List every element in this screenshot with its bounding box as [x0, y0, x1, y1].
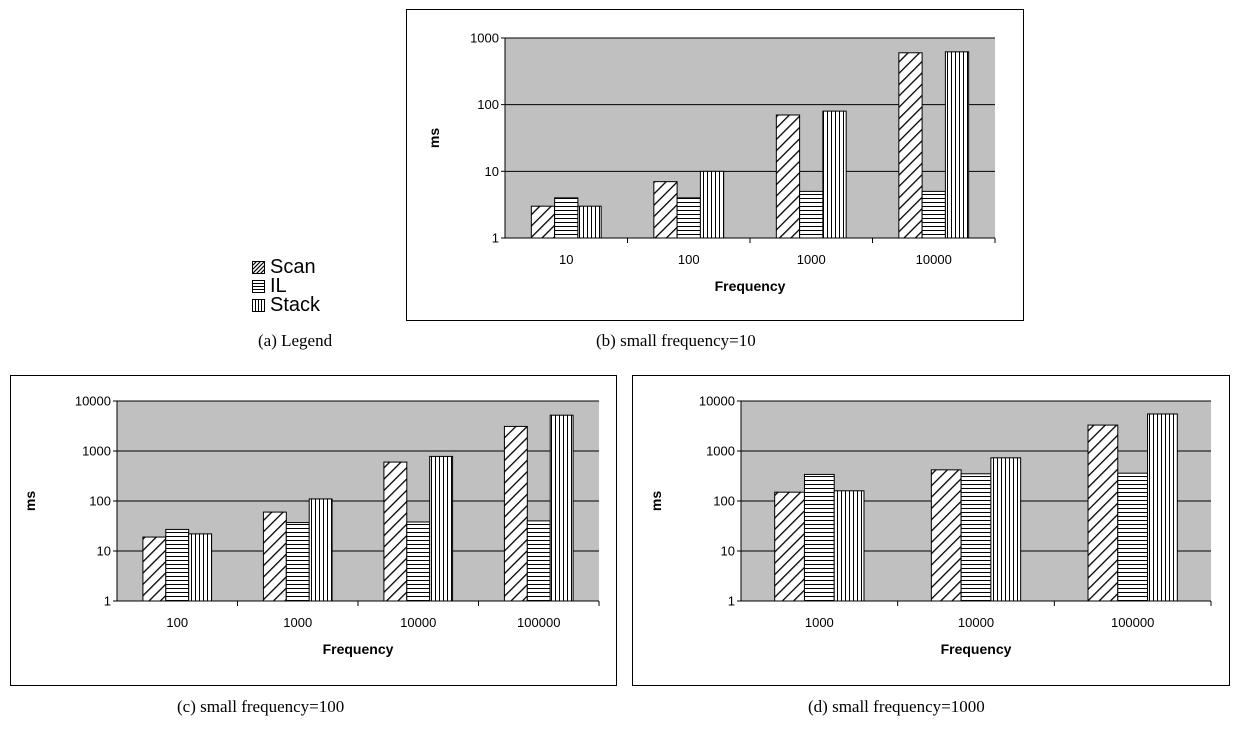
y-tick-label: 10	[485, 164, 499, 179]
bar-scan-1000	[775, 114, 801, 239]
vertical-pattern-swatch-icon	[252, 299, 265, 312]
legend-item-stack: Stack	[252, 294, 321, 316]
x-tick-label: 100	[166, 615, 188, 630]
bar-scan-10000	[383, 461, 408, 602]
bar-stack-1000	[822, 110, 847, 239]
bar-il-100000	[526, 520, 551, 602]
x-tick-label: 100000	[1111, 615, 1154, 630]
x-tick-label: 10000	[958, 615, 994, 630]
y-tick-label: 1	[104, 594, 111, 609]
bar-il-100000	[1117, 472, 1149, 602]
x-tick-label: 10000	[916, 252, 952, 267]
legend: Scan IL Stack	[252, 256, 321, 316]
y-tick-label: 100	[89, 494, 111, 509]
x-tick-label: 1000	[797, 252, 826, 267]
y-axis-title: ms	[426, 128, 442, 148]
bar-stack-10000	[990, 457, 1022, 602]
y-tick-label: 1000	[82, 444, 111, 459]
x-tick-label: 100000	[517, 615, 560, 630]
caption-d: (d) small frequency=1000	[808, 697, 985, 716]
y-axis-title: ms	[22, 491, 38, 511]
bar-stack-100	[188, 533, 213, 602]
bar-scan-10000	[898, 52, 923, 239]
bar-stack-10000	[944, 51, 970, 239]
x-tick-label: 10000	[400, 615, 436, 630]
chart-panel-b: 1 10 100 1000 10 100 1000 10000 Frequency ms	[406, 9, 1024, 321]
bar-scan-100000	[1087, 424, 1119, 602]
y-tick-label: 1	[492, 231, 499, 246]
legend-label-il: IL	[270, 275, 287, 297]
y-tick-label: 1000	[470, 31, 499, 46]
chart-panel-d: 1 10 100 1000 10000 1000 10000 100000 Frequency m…	[632, 375, 1230, 686]
diagonal-pattern-swatch-icon	[252, 261, 265, 274]
x-axis-title: Frequency	[941, 641, 1012, 657]
bar-il-10000	[921, 190, 946, 239]
y-tick-label: 10000	[75, 394, 111, 409]
caption-b: (b) small frequency=10	[596, 331, 756, 350]
bar-scan-10000	[930, 469, 962, 602]
caption-c: (c) small frequency=100	[177, 697, 345, 716]
y-tick-label: 1000	[706, 444, 735, 459]
x-tick-label: 10	[559, 252, 573, 267]
legend-item-scan: Scan	[252, 256, 320, 278]
x-axis-title: Frequency	[715, 278, 786, 294]
bar-stack-100000	[1147, 413, 1178, 602]
y-tick-label: 10	[721, 544, 735, 559]
bar-stack-1000	[308, 498, 333, 602]
bar-scan-100000	[503, 425, 528, 602]
chart-d-svg: 1 10 100 1000 10000 1000 10000 100000 Frequency m…	[648, 394, 1212, 657]
horizontal-pattern-swatch-icon	[252, 280, 265, 293]
chart-panel-c: 1 10 100 1000 10000 100 1000 10000 100000 Frequen…	[10, 375, 617, 686]
bar-scan-1000	[774, 491, 805, 602]
chart-b-svg: 1 10 100 1000 10 100 1000 10000 Frequency ms	[426, 31, 996, 294]
bar-scan-10	[530, 205, 556, 239]
caption-a: (a) Legend	[258, 331, 333, 350]
bar-il-1000	[803, 473, 835, 602]
chart-c-svg: 1 10 100 1000 10000 100 1000 10000 100000 Frequen…	[22, 394, 600, 657]
x-tick-label: 1000	[805, 615, 834, 630]
bar-il-100	[676, 197, 701, 239]
y-tick-label: 10000	[699, 394, 735, 409]
legend-label-scan: Scan	[270, 256, 316, 278]
legend-item-il: IL	[252, 275, 320, 297]
bar-scan-1000	[262, 511, 287, 602]
bar-stack-1000	[833, 490, 865, 602]
legend-label-stack: Stack	[270, 294, 321, 316]
bar-il-10	[554, 197, 579, 239]
y-tick-label: 10	[97, 544, 111, 559]
bar-stack-100000	[549, 414, 574, 602]
y-tick-label: 1	[728, 594, 735, 609]
bar-il-10000	[406, 521, 431, 602]
bar-stack-100	[699, 170, 725, 239]
bar-scan-100	[142, 536, 167, 602]
bar-scan-100	[653, 181, 678, 239]
y-axis-title: ms	[648, 491, 664, 511]
x-tick-label: 1000	[283, 615, 312, 630]
x-axis-title: Frequency	[323, 641, 394, 657]
bar-stack-10000	[429, 455, 454, 602]
bar-il-10000	[960, 473, 992, 602]
bar-il-1000	[799, 190, 824, 239]
bar-stack-10	[577, 205, 602, 239]
bar-il-1000	[285, 522, 310, 602]
y-tick-label: 100	[713, 494, 735, 509]
y-tick-label: 100	[477, 97, 499, 112]
x-tick-label: 100	[678, 252, 700, 267]
bar-il-100	[165, 528, 190, 602]
